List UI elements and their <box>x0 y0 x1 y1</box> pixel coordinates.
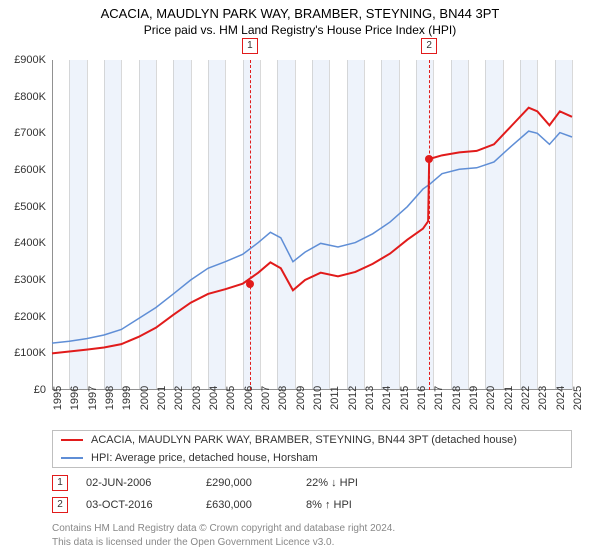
x-tick-label: 2008 <box>277 386 289 410</box>
sale-id-box: 1 <box>52 475 68 491</box>
chart-subtitle: Price paid vs. HM Land Registry's House … <box>0 21 600 37</box>
sale-id-box: 2 <box>52 497 68 513</box>
sale-marker-box: 1 <box>242 38 258 54</box>
x-tick-label: 2022 <box>520 386 532 410</box>
line-acacia <box>52 108 572 354</box>
sale-marker-box: 2 <box>421 38 437 54</box>
y-tick-label: £800K <box>0 91 46 103</box>
table-row: 1 02-JUN-2006£290,00022% ↓ HPI <box>52 472 426 494</box>
y-tick-label: £300K <box>0 274 46 286</box>
x-tick-label: 2000 <box>139 386 151 410</box>
y-tick-label: £100K <box>0 347 46 359</box>
sale-price: £630,000 <box>206 499 306 511</box>
legend-item: HPI: Average price, detached house, Hors… <box>53 449 571 467</box>
footer-line: This data is licensed under the Open Gov… <box>52 536 395 550</box>
x-tick-label: 2002 <box>173 386 185 410</box>
gridline <box>572 60 573 390</box>
x-tick-label: 2017 <box>433 386 445 410</box>
sale-pct-vs-hpi: 8% ↑ HPI <box>306 499 426 511</box>
x-tick-label: 2020 <box>485 386 497 410</box>
x-tick-label: 2009 <box>295 386 307 410</box>
x-tick-label: 2012 <box>347 386 359 410</box>
legend: ACACIA, MAUDLYN PARK WAY, BRAMBER, STEYN… <box>52 430 572 468</box>
x-tick-label: 2005 <box>225 386 237 410</box>
y-tick-label: £600K <box>0 164 46 176</box>
x-tick-label: 2014 <box>381 386 393 410</box>
sale-date: 03-OCT-2016 <box>86 499 206 511</box>
x-tick-label: 1997 <box>87 386 99 410</box>
sale-date: 02-JUN-2006 <box>86 477 206 489</box>
x-tick-label: 2019 <box>468 386 480 410</box>
chart-title: ACACIA, MAUDLYN PARK WAY, BRAMBER, STEYN… <box>0 0 600 21</box>
x-tick-label: 2013 <box>364 386 376 410</box>
sale-price: £290,000 <box>206 477 306 489</box>
x-tick-label: 1998 <box>104 386 116 410</box>
sales-table: 1 02-JUN-2006£290,00022% ↓ HPI 2 03-OCT-201… <box>52 472 426 516</box>
x-tick-label: 1996 <box>69 386 81 410</box>
x-tick-label: 2023 <box>537 386 549 410</box>
x-tick-label: 2015 <box>399 386 411 410</box>
sale-pct-vs-hpi: 22% ↓ HPI <box>306 477 426 489</box>
legend-item: ACACIA, MAUDLYN PARK WAY, BRAMBER, STEYN… <box>53 431 571 449</box>
x-tick-label: 2003 <box>191 386 203 410</box>
x-tick-label: 2007 <box>260 386 272 410</box>
legend-swatch <box>61 439 83 441</box>
y-tick-label: £500K <box>0 201 46 213</box>
footer-attribution: Contains HM Land Registry data © Crown c… <box>52 522 395 549</box>
x-tick-label: 2001 <box>156 386 168 410</box>
legend-label: HPI: Average price, detached house, Hors… <box>91 452 318 464</box>
plot-area <box>52 60 572 390</box>
x-tick-label: 2021 <box>503 386 515 410</box>
y-tick-label: £0 <box>0 384 46 396</box>
x-tick-label: 2010 <box>312 386 324 410</box>
x-tick-label: 1999 <box>121 386 133 410</box>
x-tick-label: 2025 <box>572 386 584 410</box>
line-hpi <box>52 131 572 343</box>
y-tick-label: £700K <box>0 127 46 139</box>
y-tick-label: £900K <box>0 54 46 66</box>
y-tick-label: £400K <box>0 237 46 249</box>
x-tick-label: 2011 <box>329 386 341 410</box>
x-tick-label: 2018 <box>451 386 463 410</box>
y-tick-label: £200K <box>0 311 46 323</box>
x-tick-label: 1995 <box>52 386 64 410</box>
series-svg <box>52 60 572 390</box>
footer-line: Contains HM Land Registry data © Crown c… <box>52 522 395 536</box>
x-tick-label: 2016 <box>416 386 428 410</box>
x-tick-label: 2006 <box>243 386 255 410</box>
legend-label: ACACIA, MAUDLYN PARK WAY, BRAMBER, STEYN… <box>91 434 517 446</box>
x-tick-label: 2024 <box>555 386 567 410</box>
x-tick-label: 2004 <box>208 386 220 410</box>
table-row: 2 03-OCT-2016£630,0008% ↑ HPI <box>52 494 426 516</box>
legend-swatch <box>61 457 83 459</box>
